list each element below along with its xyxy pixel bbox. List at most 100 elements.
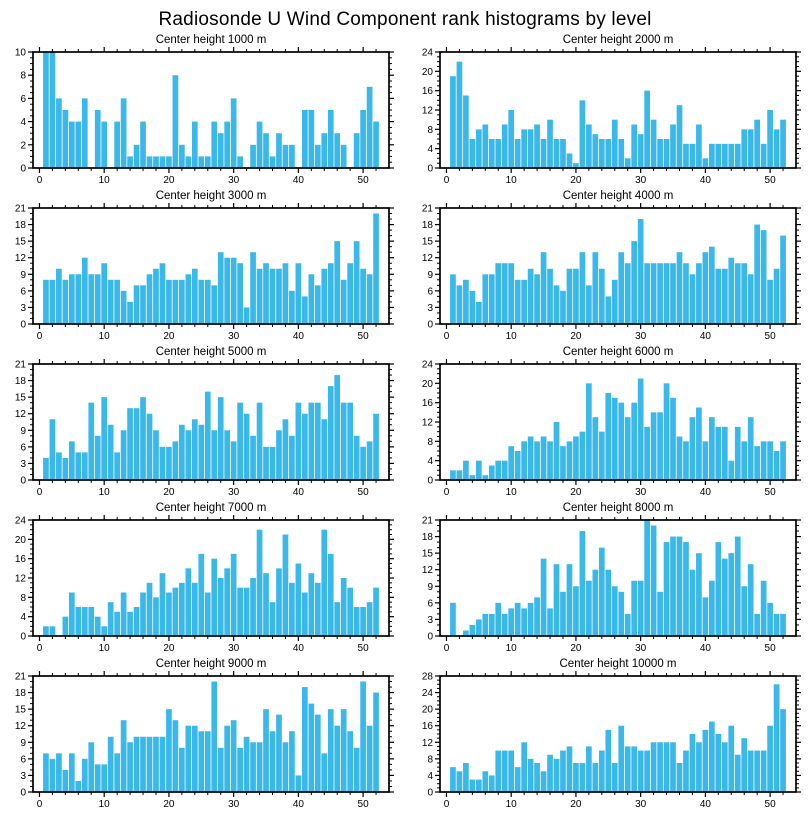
bar	[469, 475, 476, 480]
bar	[56, 98, 62, 168]
y-tick-label: 8	[427, 125, 433, 136]
bar	[107, 279, 114, 324]
y-tick-label: 16	[15, 554, 27, 565]
bar	[463, 763, 469, 792]
bar	[618, 139, 625, 168]
histogram-5000m: 0 10 20 30 40 50 0 3 6 9 12 15 18 21	[15, 359, 394, 498]
y-tick-label: 21	[15, 204, 27, 215]
x-tick-label: 0	[37, 799, 43, 810]
x-tick-label: 20	[570, 331, 582, 342]
bar	[146, 274, 153, 324]
y-tick-label: 9	[20, 426, 26, 437]
bar	[302, 296, 308, 324]
bar	[360, 681, 366, 792]
x-tick-label: 30	[228, 175, 240, 186]
bar	[172, 720, 179, 792]
y-tick-label: 21	[422, 516, 434, 527]
bar	[631, 402, 638, 480]
x-tick-label: 50	[358, 175, 370, 186]
bar	[514, 279, 521, 324]
bar	[624, 158, 631, 168]
bar	[224, 568, 231, 636]
y-tick-label: 8	[427, 437, 433, 448]
bar	[185, 430, 192, 480]
x-tick-label: 50	[765, 487, 777, 498]
bar	[592, 134, 599, 168]
bar	[140, 121, 146, 168]
bar	[573, 763, 579, 792]
bar	[62, 457, 69, 480]
bar	[263, 709, 269, 792]
bar	[302, 413, 308, 480]
bar	[734, 536, 741, 636]
bar	[501, 460, 508, 480]
bar	[760, 230, 767, 324]
bar	[88, 402, 95, 480]
bar	[172, 279, 179, 324]
bar	[56, 268, 62, 324]
bar	[179, 279, 185, 324]
y-tick-label: 3	[427, 615, 433, 626]
y-tick-label: 4	[20, 117, 26, 128]
bar	[237, 402, 243, 480]
bar	[360, 607, 366, 636]
y-tick-label: 9	[20, 270, 26, 281]
bar	[637, 219, 644, 324]
bar	[353, 435, 360, 480]
bar	[172, 75, 179, 168]
bar	[198, 424, 205, 480]
bar	[94, 435, 101, 480]
bar	[198, 731, 205, 792]
x-tick-label: 0	[37, 487, 43, 498]
bar	[204, 391, 211, 480]
bar	[140, 736, 146, 792]
bar	[670, 124, 676, 168]
x-tick-label: 30	[228, 643, 240, 654]
bar	[360, 268, 366, 324]
bar	[760, 441, 767, 480]
panel-title: Center height 6000 m	[562, 346, 674, 358]
bar	[709, 417, 715, 480]
bar	[133, 408, 140, 480]
bar	[133, 736, 140, 792]
y-tick-label: 4	[427, 456, 433, 467]
bar	[631, 124, 638, 168]
bar	[334, 725, 341, 792]
bar	[289, 582, 295, 636]
bar	[747, 274, 754, 324]
bar	[579, 431, 586, 480]
bar	[618, 402, 625, 480]
plot-box	[439, 207, 797, 325]
bar	[605, 393, 612, 480]
bar	[508, 263, 515, 324]
bar	[308, 274, 315, 324]
panel-title: Center height 5000 m	[155, 346, 267, 358]
bar	[689, 734, 696, 792]
bar	[553, 422, 560, 480]
bar	[495, 263, 502, 324]
bar	[289, 435, 295, 480]
bar	[94, 764, 101, 792]
bar	[650, 742, 657, 792]
bar	[101, 121, 108, 168]
bar	[243, 307, 250, 324]
bar	[566, 153, 573, 168]
x-tick-label: 50	[765, 643, 777, 654]
bar	[88, 274, 95, 324]
x-tick-label: 40	[293, 643, 305, 654]
bar	[88, 607, 95, 636]
bar	[217, 133, 224, 168]
bar	[366, 602, 373, 636]
x-tick-label: 0	[444, 487, 450, 498]
y-tick-label: 3	[20, 771, 26, 782]
bar	[663, 383, 670, 480]
y-tick-label: 9	[20, 738, 26, 749]
bar	[592, 252, 599, 324]
bar	[256, 402, 263, 480]
x-tick-label: 50	[765, 331, 777, 342]
bar	[657, 742, 663, 792]
bar	[469, 290, 476, 324]
bar	[217, 578, 224, 636]
x-tick-label: 20	[163, 487, 175, 498]
bar	[450, 602, 456, 636]
